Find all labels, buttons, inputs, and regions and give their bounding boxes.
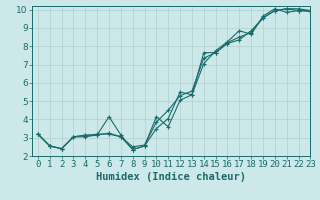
- X-axis label: Humidex (Indice chaleur): Humidex (Indice chaleur): [96, 172, 246, 182]
